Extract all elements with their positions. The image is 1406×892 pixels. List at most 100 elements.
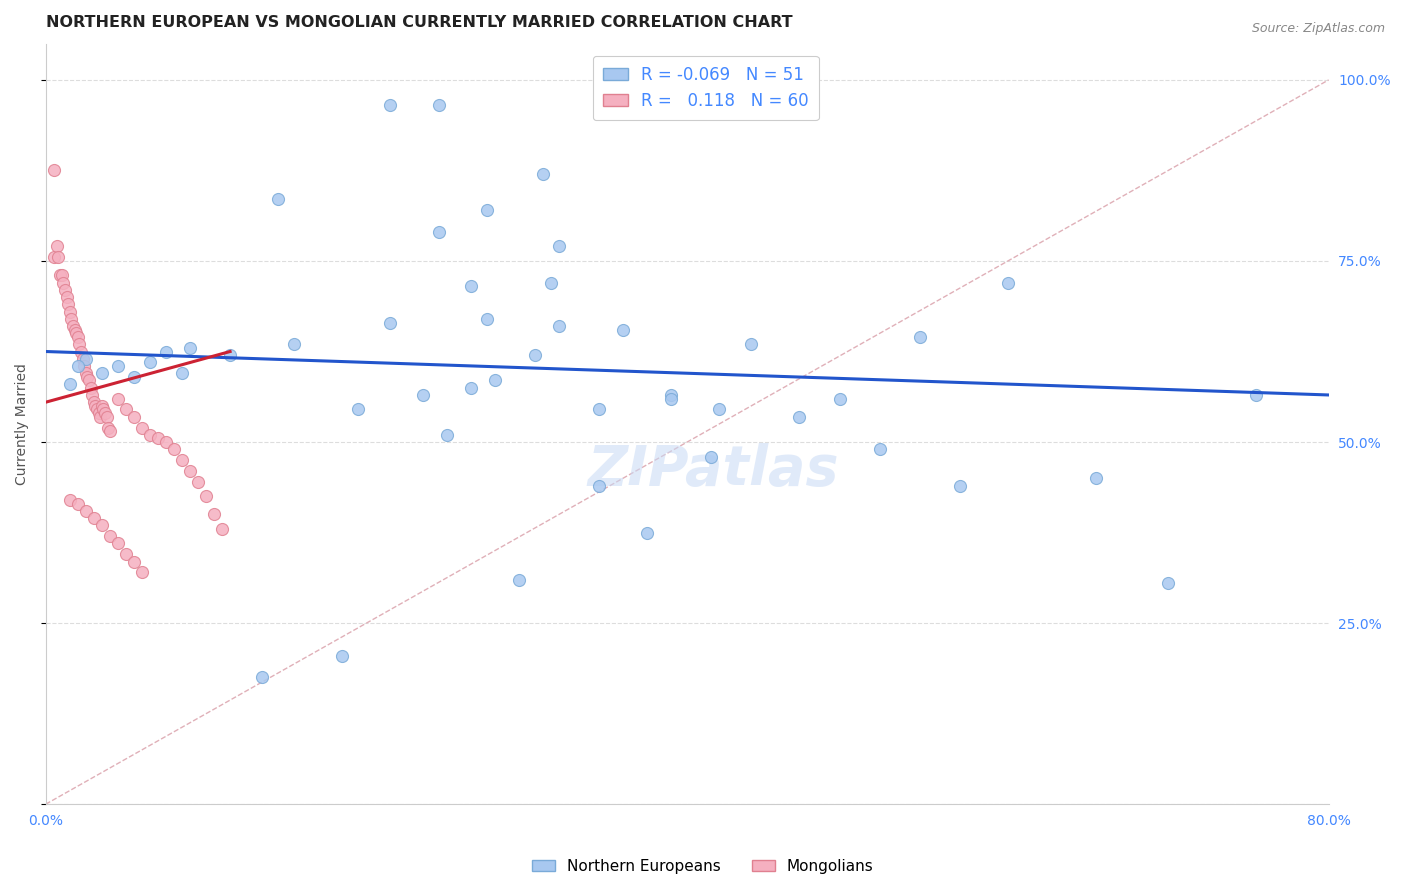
Point <box>115 402 138 417</box>
Point <box>51 268 73 283</box>
Point <box>211 522 233 536</box>
Point <box>636 525 658 540</box>
Point <box>77 374 100 388</box>
Point <box>90 366 112 380</box>
Point <box>90 518 112 533</box>
Point <box>75 504 97 518</box>
Point <box>612 323 634 337</box>
Point <box>42 251 65 265</box>
Point <box>700 450 723 464</box>
Point <box>48 251 70 265</box>
Point <box>107 392 129 406</box>
Point <box>195 489 218 503</box>
Point <box>49 268 72 283</box>
Point <box>380 98 402 112</box>
Point <box>82 388 104 402</box>
Point <box>427 98 450 112</box>
Point <box>484 374 506 388</box>
Point <box>789 409 811 424</box>
Point <box>588 402 610 417</box>
Point <box>83 511 105 525</box>
Point <box>89 409 111 424</box>
Point <box>75 351 97 366</box>
Point <box>740 337 762 351</box>
Point <box>267 193 290 207</box>
Point <box>531 167 554 181</box>
Point <box>523 348 546 362</box>
Point <box>97 420 120 434</box>
Point <box>283 337 305 351</box>
Point <box>179 464 201 478</box>
Point <box>412 388 434 402</box>
Point <box>59 493 82 508</box>
Point <box>59 304 82 318</box>
Point <box>66 330 89 344</box>
Point <box>997 276 1019 290</box>
Point <box>65 326 87 341</box>
Text: ZIPatlas: ZIPatlas <box>588 442 838 497</box>
Point <box>107 536 129 550</box>
Point <box>139 427 162 442</box>
Text: Source: ZipAtlas.com: Source: ZipAtlas.com <box>1251 22 1385 36</box>
Point <box>70 344 93 359</box>
Point <box>908 330 931 344</box>
Point <box>436 427 458 442</box>
Point <box>67 337 90 351</box>
Point <box>55 290 77 304</box>
Point <box>76 369 98 384</box>
Point <box>475 203 498 218</box>
Point <box>63 323 86 337</box>
Point <box>56 297 79 311</box>
Point <box>547 239 569 253</box>
Point <box>187 475 209 489</box>
Point <box>122 369 145 384</box>
Point <box>98 424 121 438</box>
Point <box>53 283 76 297</box>
Point <box>90 399 112 413</box>
Point <box>66 359 89 373</box>
Point <box>709 402 731 417</box>
Point <box>588 478 610 492</box>
Point <box>60 312 83 326</box>
Point <box>139 355 162 369</box>
Point <box>122 555 145 569</box>
Point <box>86 402 108 417</box>
Point <box>94 406 117 420</box>
Point <box>52 276 75 290</box>
Point <box>508 573 530 587</box>
Point <box>107 359 129 373</box>
Point <box>155 344 177 359</box>
Point <box>72 351 94 366</box>
Point <box>202 508 225 522</box>
Point <box>131 420 153 434</box>
Point <box>1246 388 1268 402</box>
Point <box>949 478 972 492</box>
Point <box>828 392 851 406</box>
Point <box>79 381 101 395</box>
Point <box>659 388 682 402</box>
Point <box>869 442 891 457</box>
Point <box>163 442 186 457</box>
Point <box>96 409 118 424</box>
Point <box>1157 576 1180 591</box>
Point <box>460 279 482 293</box>
Point <box>75 366 97 380</box>
Point <box>475 312 498 326</box>
Point <box>179 341 201 355</box>
Point <box>547 319 569 334</box>
Point <box>540 276 562 290</box>
Point <box>83 395 105 409</box>
Point <box>170 366 193 380</box>
Legend: R = -0.069   N = 51, R =   0.118   N = 60: R = -0.069 N = 51, R = 0.118 N = 60 <box>593 56 818 120</box>
Point <box>62 319 84 334</box>
Point <box>98 529 121 543</box>
Point <box>42 163 65 178</box>
Point <box>1085 471 1108 485</box>
Point <box>427 225 450 239</box>
Point <box>93 402 115 417</box>
Point <box>155 435 177 450</box>
Y-axis label: Currently Married: Currently Married <box>15 363 30 485</box>
Legend: Northern Europeans, Mongolians: Northern Europeans, Mongolians <box>526 853 880 880</box>
Point <box>59 377 82 392</box>
Point <box>122 409 145 424</box>
